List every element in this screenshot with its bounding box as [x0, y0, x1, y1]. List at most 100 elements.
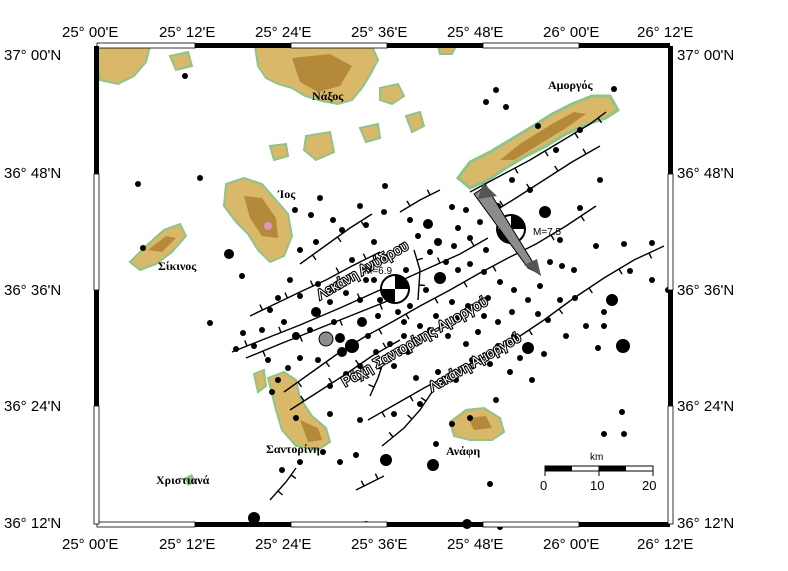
- epicenter: [233, 346, 239, 352]
- epicenter: [481, 313, 487, 319]
- epicenter: [197, 175, 203, 181]
- fault-tick: [492, 265, 497, 272]
- scale-bar: km 0 10 20: [540, 452, 656, 493]
- bottom-label: 25° 48'E: [447, 536, 503, 553]
- epicenter: [427, 327, 433, 333]
- epicenter: [522, 342, 534, 354]
- epicenter: [619, 409, 625, 415]
- epicenter: [553, 147, 559, 153]
- label-anafi: Ανάφη: [446, 444, 480, 458]
- epicenter: [423, 219, 433, 229]
- epicenter: [337, 347, 347, 357]
- epicenter: [317, 195, 323, 201]
- epicenter: [343, 371, 349, 377]
- fault-tick: [311, 254, 317, 261]
- left-label: 37° 00'N: [4, 47, 61, 64]
- epicenter: [330, 217, 336, 223]
- epicenter: [451, 243, 457, 249]
- epicenter: [395, 309, 401, 315]
- epicenter: [511, 287, 517, 293]
- epicenter: [537, 283, 543, 289]
- label-m69: M=6.9: [364, 266, 393, 277]
- epicenter: [563, 333, 569, 339]
- fault-tick: [244, 340, 248, 347]
- epicenter: [487, 361, 493, 367]
- fault-tick: [300, 395, 305, 402]
- left-label: 36° 36'N: [4, 282, 61, 299]
- epicenter: [357, 363, 363, 369]
- epicenter: [415, 233, 421, 239]
- epicenter: [577, 205, 583, 211]
- epicenter: [487, 481, 493, 487]
- epicenter: [601, 323, 607, 329]
- fault-tick: [426, 189, 431, 196]
- label-amorgos: Αμοργός: [548, 78, 594, 92]
- fault-tick: [378, 328, 383, 335]
- fault-tick: [262, 350, 266, 357]
- epicenter: [224, 249, 234, 259]
- fault-tick: [382, 342, 387, 349]
- santorini-relief: [300, 420, 322, 442]
- fault-tick: [648, 252, 653, 259]
- fault-tick: [409, 395, 414, 402]
- beachball-m69: [380, 274, 410, 304]
- epicenter: [443, 259, 449, 265]
- right-label: 36° 36'N: [677, 282, 734, 299]
- epicenter: [649, 240, 655, 246]
- epicenter: [331, 319, 337, 325]
- epicenter: [407, 217, 413, 223]
- epicenter: [477, 219, 483, 225]
- right-label: 37° 00'N: [677, 47, 734, 64]
- fault-layer: [231, 111, 665, 501]
- fault-tick: [374, 473, 379, 480]
- bottom-label: 25° 12'E: [159, 536, 215, 553]
- fault-tick: [407, 414, 413, 420]
- map-frame: [93, 42, 674, 528]
- bottom-axis-labels: 25° 00'E 25° 12'E 25° 24'E 25° 36'E 25° …: [62, 536, 693, 553]
- epicenter: [557, 237, 563, 243]
- epicenter: [465, 303, 471, 309]
- fault-tick: [336, 236, 342, 243]
- epicenter: [511, 333, 517, 339]
- epicenter: [275, 295, 281, 301]
- fault-tick: [375, 366, 382, 370]
- epicenter: [453, 377, 459, 383]
- epicenter: [387, 341, 393, 347]
- epicenter: [313, 239, 319, 245]
- fault-tick: [514, 167, 519, 174]
- epicenter: [535, 311, 541, 317]
- epicenter: [382, 183, 388, 189]
- epicenter: [527, 187, 533, 193]
- epicenter: [381, 209, 387, 215]
- epicenter: [517, 355, 523, 361]
- epicenters-layer: [135, 73, 671, 530]
- epicenter: [529, 377, 535, 383]
- top-label: 26° 12'E: [637, 24, 693, 41]
- fault-tick: [550, 234, 555, 241]
- epicenter: [463, 207, 469, 213]
- fault-tick: [582, 148, 587, 155]
- epicenter: [467, 415, 473, 421]
- epicenter: [357, 297, 363, 303]
- epicenter: [391, 411, 397, 417]
- fault-tick: [438, 379, 443, 386]
- fault-tick: [544, 150, 549, 157]
- epicenter: [601, 309, 607, 315]
- epicenter: [541, 351, 547, 357]
- epicenter: [467, 261, 473, 267]
- label-sikinos: Σίκινος: [158, 259, 197, 273]
- label-m75: M=7.5: [533, 227, 562, 238]
- sikinos-relief: [148, 236, 176, 252]
- epicenter: [371, 239, 377, 245]
- epicenter: [267, 307, 273, 313]
- fault-tick: [297, 381, 303, 388]
- epicenter: [616, 339, 630, 353]
- islet: [268, 142, 290, 162]
- christiana-islet: [184, 474, 196, 486]
- fault-tick: [420, 397, 427, 402]
- epicenter: [493, 397, 499, 403]
- fault-tick: [259, 304, 264, 311]
- top-label: 25° 12'E: [159, 24, 215, 41]
- epicenter: [371, 277, 377, 283]
- top-label: 25° 36'E: [351, 24, 407, 41]
